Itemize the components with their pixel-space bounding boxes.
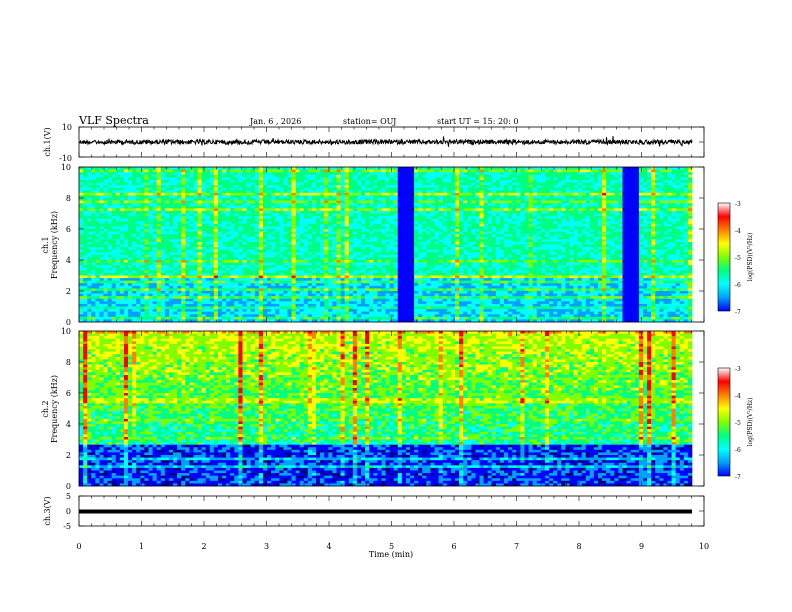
ch1-cb-tick-m5: -5 [735,255,741,262]
ch1-cb-tick-m3: -3 [735,201,741,208]
time-tick-label: 6 [451,542,456,551]
ch2-spec-ytick-6: 6 [66,389,71,398]
figure-title: VLF Spectra [78,114,149,127]
ch1-spectrogram-image [79,167,693,323]
time-tick-label: 5 [389,542,394,551]
ch2-spec-ytick-8: 8 [66,358,71,367]
ch1-cb-tick-m4: -4 [735,228,741,235]
ch3-ytick-5: 5 [66,492,71,501]
ch1-colorbar-gradient [718,203,730,311]
time-tick-label: 2 [201,542,206,551]
ch1-spec-ytick-8: 8 [66,194,71,203]
time-tick-label: 10 [699,542,709,551]
ch2-spec-ytick-10: 10 [61,327,71,336]
time-tick-label: 4 [326,542,331,551]
ch2-colorbar-gradient [718,368,730,476]
ch2-cb-tick-m6: -6 [735,447,741,454]
ch1-ytick-top: 10 [62,123,72,132]
ch1-spec-ytick-6: 6 [66,225,71,234]
ch1-waveform-line [78,136,693,147]
start-time-label: start UT = 15: 20: 0 [437,117,518,126]
ch3-ylabel: ch.3(V) [43,496,52,525]
ch1-spec-ylabel-freq: Frequency (kHz) [50,211,59,279]
ch1-colorbar-label: log(PSD)(V²/Hz) [747,233,754,282]
ch1-ytick-bottom: -10 [59,154,72,163]
ch2-spectrogram-image [79,331,693,487]
ch1-colorbar: -3 -4 -5 -6 -7 log(PSD)(V²/Hz) [717,201,754,316]
ch2-spec-ytick-0: 0 [66,482,71,491]
time-axis-label: Time (min) [369,550,413,559]
ch1-ylabel: ch.1(V) [43,127,52,156]
time-tick-label: 8 [576,542,581,551]
ch3-constant-line [79,509,692,514]
ch1-spec-ytick-10: 10 [61,163,71,172]
ch1-spectrogram-panel: 10 8 6 4 2 0 ch.1 Frequency (kHz) [41,163,705,327]
time-tick-label: 1 [139,542,144,551]
ch2-spec-ylabel: ch.2 [41,400,50,417]
ch1-spec-ylabel: ch.1 [41,236,50,253]
station-label: station= OUJ [343,117,396,126]
ch2-cb-tick-m5: -5 [735,420,741,427]
time-tick-label: 9 [639,542,644,551]
ch2-spec-ylabel-freq: Frequency (kHz) [50,375,59,443]
ch1-spec-ytick-2: 2 [66,287,71,296]
time-tick-label: 0 [76,542,81,551]
ch1-cb-tick-m6: -6 [735,282,741,289]
ch3-ytick-m5: -5 [63,522,71,531]
ch3-ytick-0: 0 [66,507,71,516]
ch2-colorbar-label: log(PSD)(V²/Hz) [747,398,754,447]
time-axis: 0 1 2 3 4 5 6 7 8 9 10 [76,542,709,551]
ch2-cb-tick-m7: -7 [735,474,741,481]
ch3-waveform-panel: 5 0 -5 ch.3(V) [43,492,705,531]
time-tick-label: 7 [514,542,519,551]
ch1-waveform-panel: 10 -10 ch.1(V) [43,123,705,163]
time-tick-label: 3 [264,542,269,551]
ch2-cb-tick-m4: -4 [735,393,741,400]
ch2-colorbar: -3 -4 -5 -6 -7 log(PSD)(V²/Hz) [717,366,754,481]
date-label: Jan. 6 , 2026 [249,117,301,126]
ch1-spec-ytick-0: 0 [66,318,71,327]
ch2-spectrogram-panel: 10 8 6 4 2 0 ch.2 Frequency (kHz) [41,327,705,491]
ch1-spec-ytick-4: 4 [66,256,71,265]
ch2-spec-ytick-4: 4 [66,420,71,429]
ch1-cb-tick-m7: -7 [735,309,741,316]
ch2-cb-tick-m3: -3 [735,366,741,373]
ch2-spec-ytick-2: 2 [66,451,71,460]
